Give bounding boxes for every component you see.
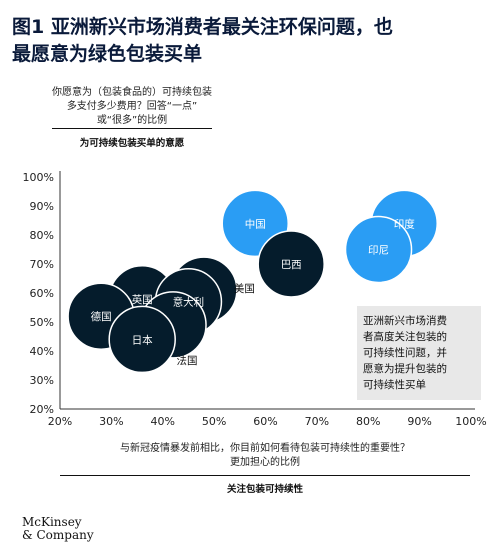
x-axis-question-line2: 更加担心的比例 [230, 457, 300, 468]
bubble-巴西 [257, 230, 325, 298]
y-tick-label: 20% [30, 403, 54, 416]
x-tick-label: 20% [48, 415, 72, 428]
y-tick-label: 90% [30, 200, 54, 213]
x-tick-label: 90% [407, 415, 431, 428]
x-axis-question: 与新冠疫情暴发前相比，你目前如何看待包装可持续性的重要性？ 更加担心的比例 [60, 442, 470, 470]
bubble-label: 法国 [177, 354, 198, 367]
y-axis-question-line1: 你愿意为（包装食品的）可持续包装 [52, 87, 212, 98]
bubble-label: 日本 [132, 333, 153, 346]
x-axis-title: 关注包装可持续性 [226, 484, 303, 495]
y-axis-question: 你愿意为（包装食品的）可持续包装 多支付多少费用？回答“一点” 或“很多”的比例 [52, 86, 212, 128]
bubble-label: 意大利 [173, 296, 205, 309]
bubble-label: 印尼 [368, 245, 389, 257]
x-tick-label: 60% [253, 415, 277, 428]
annotation-line5: 可持续性买单 [363, 379, 426, 391]
y-tick-label: 50% [30, 316, 54, 329]
bubble-label: 中国 [245, 217, 266, 230]
bubble-label: 英国 [132, 293, 153, 306]
x-tick-label: 40% [151, 415, 175, 428]
y-tick-label: 40% [30, 345, 54, 358]
logo-line2: & Company [22, 528, 94, 542]
y-axis-question-line2: 多支付多少费用？回答“一点” [66, 101, 198, 112]
y-tick-label: 70% [30, 258, 54, 271]
x-tick-label: 70% [305, 415, 329, 428]
y-axis-question-line3: 或“很多”的比例 [96, 115, 168, 126]
chart-title: 图1 亚洲新兴市场消费者最关注环保问题，也 最愿意为绿色包装买单 [12, 14, 488, 68]
x-axis-question-rule [60, 475, 470, 476]
y-tick-label: 60% [30, 287, 54, 300]
y-tick-label: 100% [23, 171, 54, 184]
bubble-label: 印度 [394, 217, 415, 230]
y-axis-question-rule [52, 128, 212, 129]
bubble-日本 [108, 305, 176, 374]
annotation-line2: 者高度关注包装的 [363, 331, 447, 343]
x-tick-label: 50% [202, 415, 226, 428]
chart-title-line2: 最愿意为绿色包装买单 [12, 43, 203, 65]
y-tick-label: 30% [30, 374, 54, 387]
x-axis-question-line1: 与新冠疫情暴发前相比，你目前如何看待包装可持续性的重要性？ [120, 443, 410, 454]
bubble-label: 巴西 [281, 259, 302, 271]
annotation-box: 亚洲新兴市场消费 者高度关注包装的 可持续性问题，并 愿意为提升包装的 可持续性… [357, 306, 481, 400]
x-tick-label: 100% [455, 415, 486, 428]
x-tick-label: 80% [356, 415, 380, 428]
scatter-plot: 20% 30% 40% 50% 60% 70% 80% 90% 100% 20% 30% 40% 50%… [23, 171, 487, 428]
logo-line1: McKinsey [22, 515, 82, 529]
bubble-label: 美国 [234, 282, 255, 295]
mckinsey-logo: McKinsey & Company [22, 516, 94, 542]
y-axis-title: 为可持续包装买单的意愿 [79, 138, 185, 149]
x-tick-label: 30% [99, 415, 123, 428]
annotation-line1: 亚洲新兴市场消费 [363, 315, 447, 327]
chart-title-line1: 图1 亚洲新兴市场消费者最关注环保问题，也 [12, 16, 393, 38]
y-tick-label: 80% [30, 229, 54, 242]
annotation-line3: 可持续性问题，并 [363, 347, 447, 359]
bubble-label: 德国 [91, 310, 112, 323]
annotation-line4: 愿意为提升包装的 [363, 363, 447, 375]
bubble-印尼 [344, 215, 413, 284]
